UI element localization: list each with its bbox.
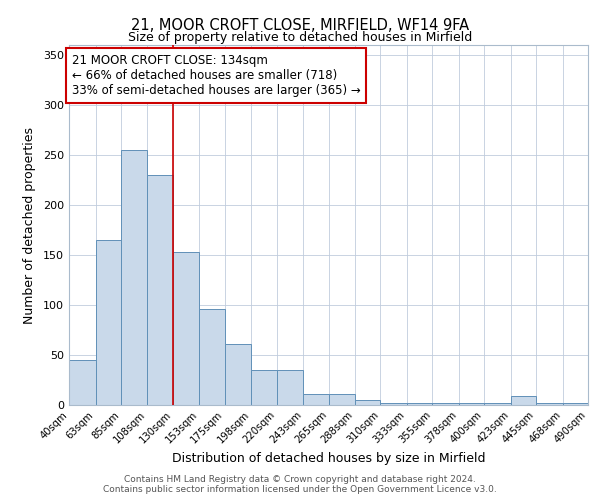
Text: Size of property relative to detached houses in Mirfield: Size of property relative to detached ho…	[128, 31, 472, 44]
Text: 21 MOOR CROFT CLOSE: 134sqm
← 66% of detached houses are smaller (718)
33% of se: 21 MOOR CROFT CLOSE: 134sqm ← 66% of det…	[71, 54, 361, 97]
X-axis label: Distribution of detached houses by size in Mirfield: Distribution of detached houses by size …	[172, 452, 485, 466]
Bar	[225, 344, 251, 405]
Bar	[69, 360, 95, 405]
Bar	[511, 396, 536, 405]
Bar	[148, 175, 173, 405]
Bar	[355, 400, 380, 405]
Text: Contains HM Land Registry data © Crown copyright and database right 2024.: Contains HM Land Registry data © Crown c…	[124, 475, 476, 484]
Bar	[407, 403, 432, 405]
Bar	[121, 150, 148, 405]
Bar	[95, 240, 121, 405]
Bar	[484, 403, 511, 405]
Text: Contains public sector information licensed under the Open Government Licence v3: Contains public sector information licen…	[103, 485, 497, 494]
Bar	[199, 309, 225, 405]
Text: 21, MOOR CROFT CLOSE, MIRFIELD, WF14 9FA: 21, MOOR CROFT CLOSE, MIRFIELD, WF14 9FA	[131, 18, 469, 32]
Bar	[277, 370, 303, 405]
Bar	[459, 403, 484, 405]
Y-axis label: Number of detached properties: Number of detached properties	[23, 126, 36, 324]
Bar	[173, 252, 199, 405]
Bar	[303, 394, 329, 405]
Bar	[563, 403, 588, 405]
Bar	[380, 403, 407, 405]
Bar	[432, 403, 459, 405]
Bar	[329, 394, 355, 405]
Bar	[536, 403, 563, 405]
Bar	[251, 370, 277, 405]
